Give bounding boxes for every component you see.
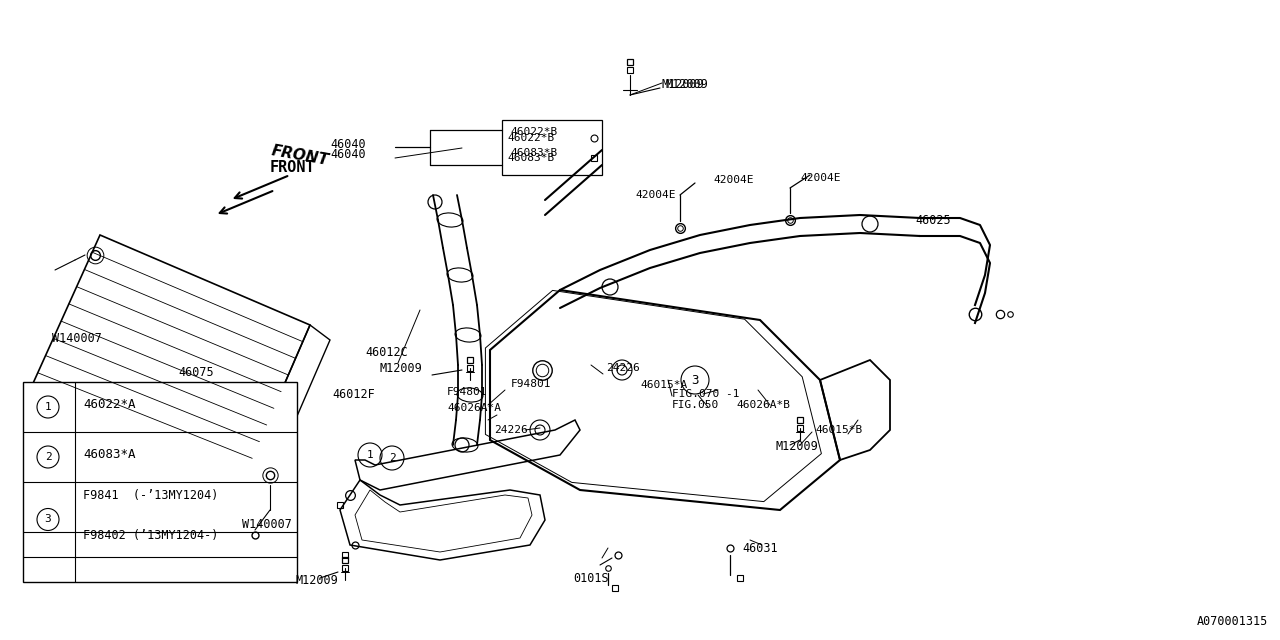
Text: 46026A*A: 46026A*A [447, 403, 500, 413]
Text: 46015*A: 46015*A [640, 380, 687, 390]
Text: FIG.070 -1: FIG.070 -1 [672, 389, 740, 399]
Text: F94801: F94801 [511, 379, 552, 389]
Text: 0101S: 0101S [573, 572, 608, 584]
Text: 46026A*B: 46026A*B [736, 400, 790, 410]
Text: 46083*A: 46083*A [83, 449, 136, 461]
Text: 46015*B: 46015*B [815, 425, 863, 435]
Text: 46025: 46025 [915, 214, 951, 227]
Text: 46083*B: 46083*B [509, 148, 557, 158]
Text: F9841  (-’13MY1204): F9841 (-’13MY1204) [83, 488, 219, 502]
Text: 46040: 46040 [330, 138, 366, 152]
Text: FRONT: FRONT [270, 143, 330, 168]
Text: 42004E: 42004E [635, 190, 676, 200]
Text: 46022*B: 46022*B [507, 133, 554, 143]
Text: 42004E: 42004E [713, 175, 754, 185]
Text: M12009: M12009 [774, 440, 818, 454]
Text: W140007: W140007 [52, 332, 102, 344]
Text: 46012C: 46012C [365, 346, 408, 360]
Text: M12009: M12009 [662, 79, 705, 92]
Text: 46031: 46031 [742, 541, 778, 554]
Text: FRONT: FRONT [270, 161, 316, 175]
Text: M12009: M12009 [666, 79, 708, 92]
Text: 46022*B: 46022*B [509, 127, 557, 137]
Text: 1: 1 [45, 402, 51, 412]
Text: 46083*B: 46083*B [507, 153, 554, 163]
Text: 42004E: 42004E [800, 173, 841, 183]
Text: FIG.050: FIG.050 [672, 400, 719, 410]
Text: 46012F: 46012F [332, 387, 375, 401]
Text: 46040: 46040 [330, 148, 366, 161]
Text: M12009: M12009 [294, 573, 338, 586]
Text: 1: 1 [366, 450, 374, 460]
Text: 3: 3 [691, 374, 699, 387]
Text: 2: 2 [45, 452, 51, 462]
Text: 2: 2 [389, 453, 396, 463]
Bar [23, 382, 297, 582]
Text: 3: 3 [45, 515, 51, 525]
Bar [502, 120, 602, 175]
Text: F94801: F94801 [447, 387, 488, 397]
Text: W140007: W140007 [242, 518, 292, 531]
Text: M12009: M12009 [380, 362, 422, 374]
Text: F98402 (’13MY1204-): F98402 (’13MY1204-) [83, 529, 219, 541]
Text: 46075: 46075 [178, 365, 214, 378]
Text: 24226: 24226 [494, 425, 527, 435]
Text: A070001315: A070001315 [1197, 615, 1268, 628]
Text: 24226: 24226 [605, 363, 640, 373]
Text: 46022*A: 46022*A [83, 399, 136, 412]
